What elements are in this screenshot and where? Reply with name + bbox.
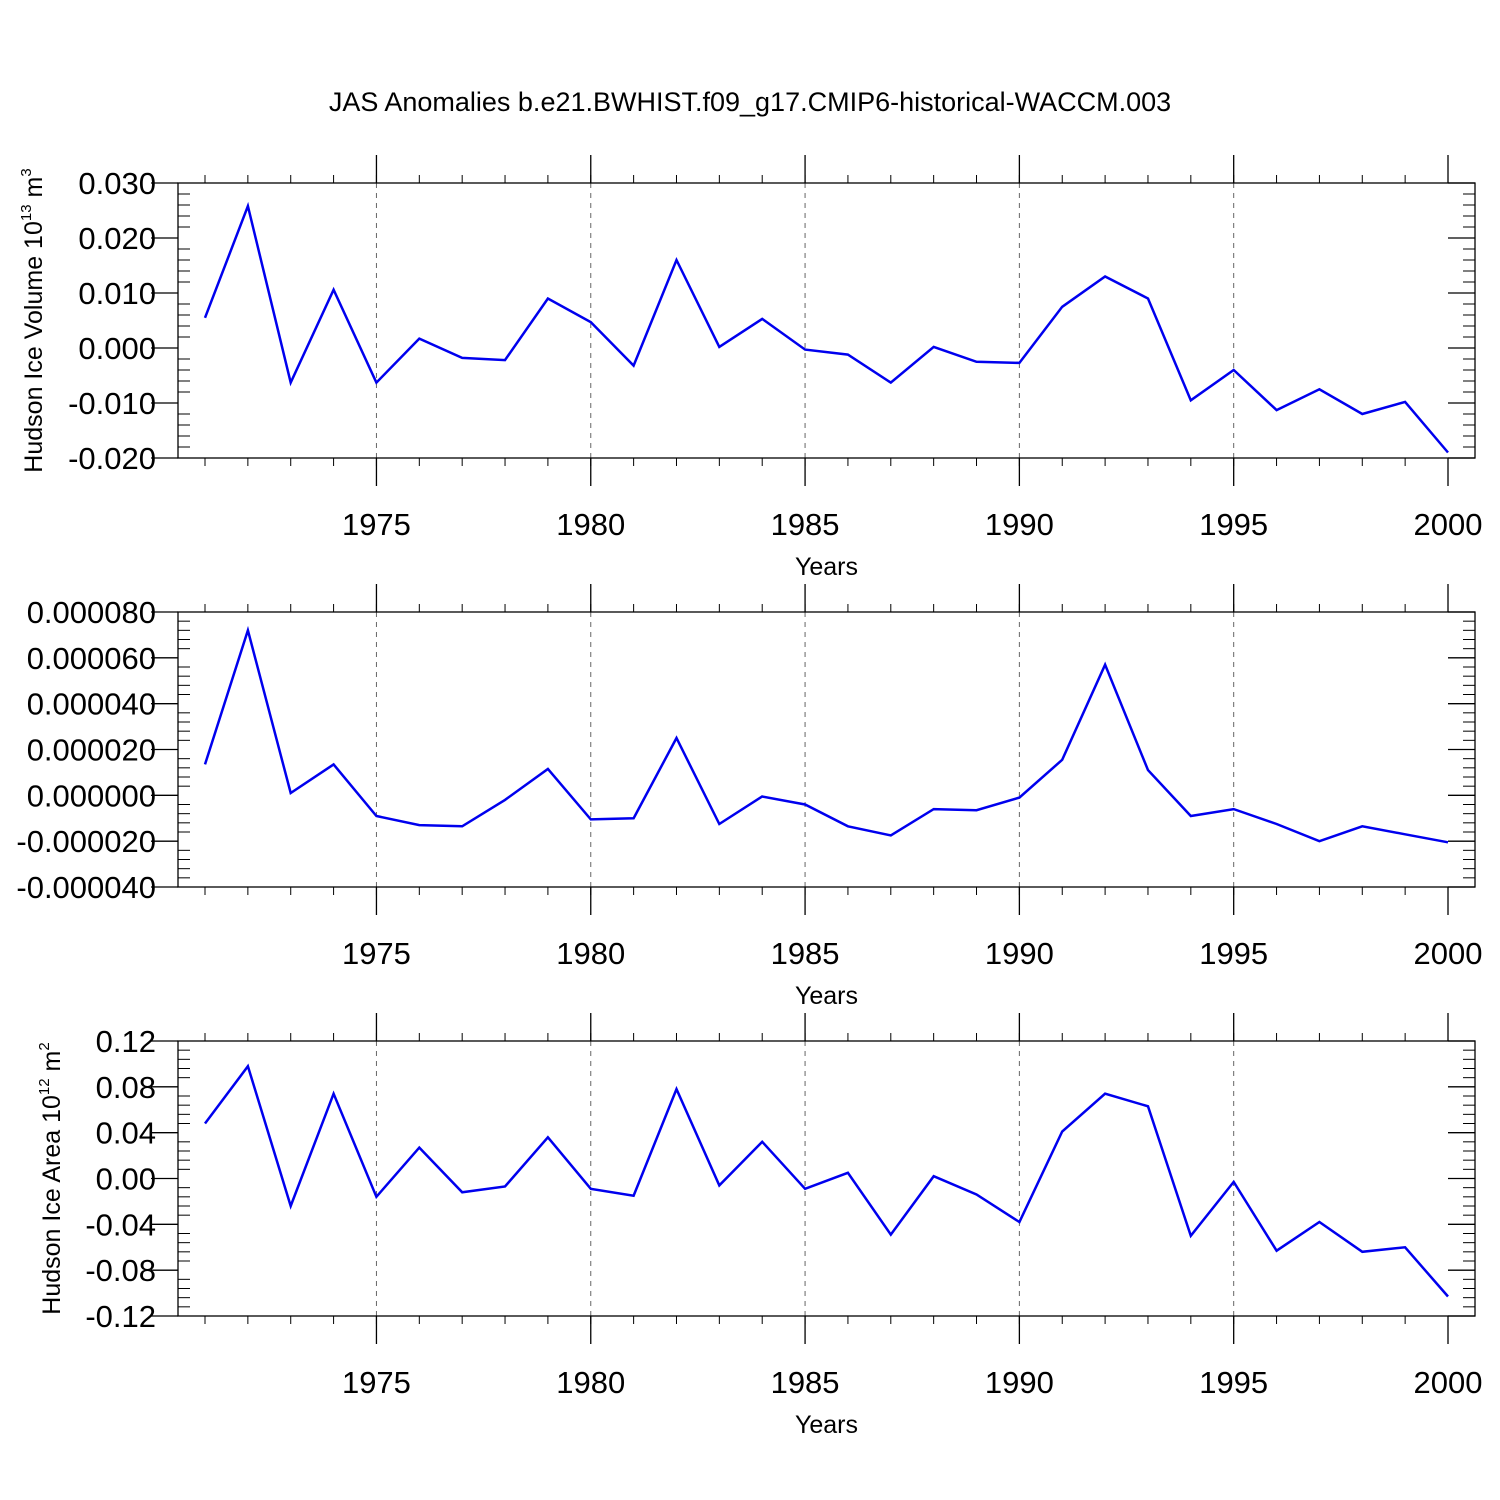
- x-tick-label-1975: 1975: [342, 1365, 411, 1400]
- x-tick-label-1985: 1985: [771, 507, 840, 542]
- x-tick-label-1995: 1995: [1199, 936, 1268, 971]
- y-tick-label: -0.12: [85, 1299, 156, 1334]
- plot-frame: [177, 611, 1476, 888]
- x-tick-label-1985: 1985: [771, 936, 840, 971]
- y-tick-label: 0.000060: [27, 641, 156, 676]
- x-tick-label-1995: 1995: [1199, 507, 1268, 542]
- y-tick-label: 0.000040: [27, 687, 156, 722]
- y-tick-label: 0.08: [96, 1070, 156, 1105]
- y-axis-label: Hudson Ice Volume 1013 m3: [18, 168, 48, 472]
- x-tick-label-1980: 1980: [556, 1365, 625, 1400]
- y-axis-label: Hudson Ice Area 1012 m2: [36, 1042, 66, 1314]
- x-axis-label: Years: [795, 982, 858, 1010]
- y-tick-label: 0.000: [78, 331, 156, 366]
- x-tick-label-1995: 1995: [1199, 1365, 1268, 1400]
- panels: 1975 1980 1985 1990 1995 2000 -0.020 -0.010 0.00…: [16, 155, 1482, 1439]
- chart-panel-2: 1975 1980 1985 1990 1995 2000 -0.000040 -0.0000…: [16, 584, 1482, 1010]
- y-tick-label: 0.12: [96, 1024, 156, 1059]
- y-tick-label: 0.030: [78, 166, 156, 201]
- y-tick-label: 0.000080: [27, 595, 156, 630]
- y-tick-label: -0.000040: [16, 870, 156, 905]
- x-axis-label: Years: [795, 553, 858, 581]
- plot-frame: [177, 1040, 1476, 1317]
- y-tick-label: -0.04: [85, 1207, 156, 1242]
- x-tick-label-1990: 1990: [985, 1365, 1054, 1400]
- series-line: [203, 625, 1449, 844]
- series-line: [203, 201, 1449, 454]
- x-axis-label: Years: [795, 1411, 858, 1439]
- y-tick-label: 0.000020: [27, 733, 156, 768]
- chart-panel-1: 1975 1980 1985 1990 1995 2000 -0.020 -0.010 0.00…: [18, 155, 1482, 581]
- x-tick-label-2000: 2000: [1414, 507, 1483, 542]
- x-tick-label-1975: 1975: [342, 507, 411, 542]
- x-tick-label-1985: 1985: [771, 1365, 840, 1400]
- x-tick-label-2000: 2000: [1414, 936, 1483, 971]
- x-tick-label-1990: 1990: [985, 507, 1054, 542]
- y-tick-label: 0.000000: [27, 778, 156, 813]
- x-tick-label-1990: 1990: [985, 936, 1054, 971]
- plot-frame: [177, 182, 1476, 459]
- y-tick-label: 0.04: [96, 1116, 156, 1151]
- y-tick-label: 0.020: [78, 221, 156, 256]
- y-tick-label: -0.020: [68, 441, 156, 476]
- y-tick-label: 0.00: [96, 1162, 156, 1197]
- series-line: [203, 1063, 1449, 1298]
- y-tick-label: 0.010: [78, 276, 156, 311]
- y-tick-label: -0.08: [85, 1253, 156, 1288]
- y-tick-label: -0.000020: [16, 824, 156, 859]
- x-tick-label-1975: 1975: [342, 936, 411, 971]
- y-tick-label: -0.010: [68, 386, 156, 421]
- chart-panel-3: 1975 1980 1985 1990 1995 2000 -0.12 -0.08 -0.04 0…: [36, 1013, 1482, 1439]
- x-tick-label-1980: 1980: [556, 936, 625, 971]
- x-tick-label-1980: 1980: [556, 507, 625, 542]
- x-tick-label-2000: 2000: [1414, 1365, 1483, 1400]
- figure-title: JAS Anomalies b.e21.BWHIST.f09_g17.CMIP6…: [329, 87, 1171, 117]
